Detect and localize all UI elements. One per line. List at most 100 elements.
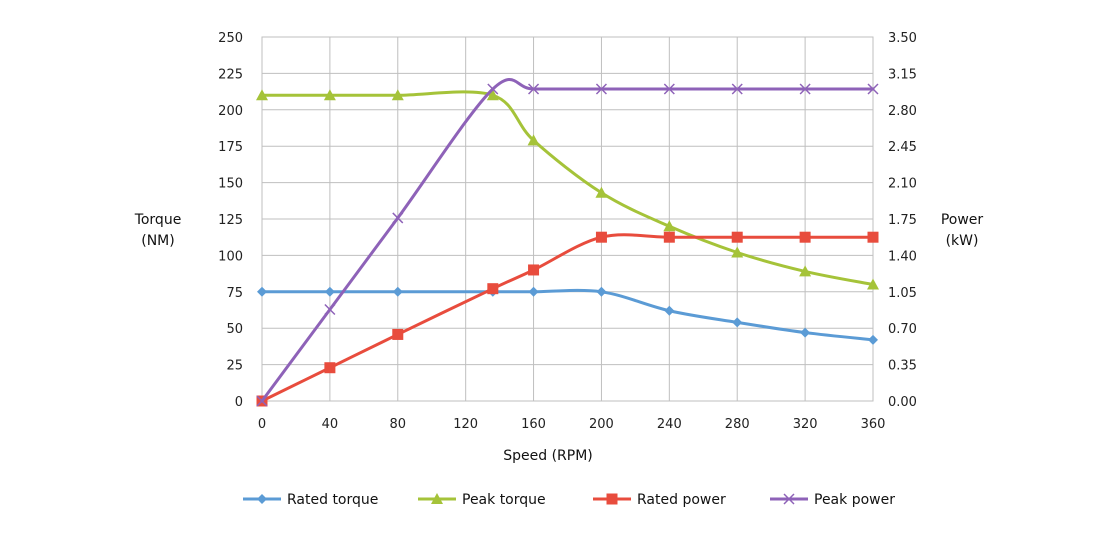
data-point-peak-power: [663, 83, 675, 95]
x-tick-label: 240: [657, 417, 682, 432]
y-right-tick-label: 3.15: [888, 67, 917, 82]
legend: Rated torque Peak torque Rated power Peak p…: [243, 492, 895, 508]
data-point-rated-power: [392, 328, 404, 340]
legend-item-peak-torque: Peak torque: [418, 492, 546, 508]
series-line-peak-power: [260, 77, 875, 403]
legend-item-peak-power: Peak power: [770, 492, 895, 508]
y-right-tick-label: 2.80: [888, 104, 917, 119]
y-left-tick-label: 25: [226, 359, 243, 374]
y-right-tick-label: 1.05: [888, 286, 917, 301]
data-point-rated-torque: [528, 286, 539, 297]
x-tick-label: 360: [861, 417, 886, 432]
right-axis-title-line1: Power: [941, 212, 984, 228]
data-point-rated-power: [324, 362, 336, 374]
legend-label: Peak power: [814, 492, 895, 508]
data-point-peak-torque: [663, 220, 676, 232]
series-rated-torque: [257, 286, 878, 345]
data-point-peak-power: [731, 83, 743, 95]
data-point-peak-torque: [867, 278, 879, 290]
data-point-rated-power: [595, 231, 607, 243]
data-point-peak-torque: [595, 186, 608, 198]
axis-titles: Speed (RPM) Torque (NM) Power (kW): [134, 212, 984, 464]
data-point-peak-power: [595, 83, 607, 95]
grid: [261, 36, 874, 402]
y-left-tick-label: 225: [218, 67, 243, 82]
y-left-tick-label: 125: [218, 213, 243, 228]
right-axis-title-line2: (kW): [946, 233, 979, 249]
data-point-peak-torque: [731, 246, 744, 258]
series-line-peak-torque: [260, 90, 875, 287]
data-point-peak-power: [867, 83, 879, 95]
y-right-tick-label: 0.70: [888, 322, 917, 337]
left-axis-title-line2: (NM): [141, 233, 174, 249]
y-right-tick-label: 3.50: [888, 31, 917, 46]
y-left-tick-label: 100: [218, 249, 243, 264]
series-line-rated-torque: [260, 288, 875, 342]
data-point-rated-torque: [800, 327, 811, 338]
data-point-rated-torque: [732, 317, 743, 328]
data-point-peak-power: [392, 212, 404, 224]
data-point-rated-power: [731, 231, 743, 243]
data-point-rated-torque: [324, 286, 335, 297]
data-point-peak-power: [256, 395, 268, 407]
data-point-peak-torque: [323, 89, 336, 101]
y-left-tick-label: 250: [218, 31, 243, 46]
data-point-peak-power: [528, 83, 540, 95]
data-point-rated-torque: [868, 334, 878, 345]
data-point-peak-power: [487, 83, 499, 95]
y-left-tick-label: 75: [226, 286, 243, 301]
tick-labels: 0 25 50 75 100 125 150 175 200 225 250 0.00 0.35 0.70…: [218, 31, 917, 432]
x-tick-label: 320: [793, 417, 818, 432]
y-right-tick-label: 2.45: [888, 140, 917, 155]
data-point-peak-torque: [486, 89, 499, 101]
x-tick-label: 120: [453, 417, 478, 432]
axes: [261, 36, 874, 402]
y-left-tick-label: 50: [226, 322, 243, 337]
legend-swatch-marker: [431, 493, 443, 504]
x-tick-label: 40: [322, 417, 339, 432]
y-right-tick-label: 0.35: [888, 359, 917, 374]
y-right-tick-label: 0.00: [888, 395, 917, 410]
data-point-peak-power: [799, 83, 811, 95]
data-point-rated-torque: [664, 305, 675, 316]
series-group: [256, 77, 879, 407]
data-point-rated-power: [663, 231, 675, 243]
data-point-peak-torque: [799, 265, 812, 277]
data-point-rated-power: [528, 264, 540, 276]
y-left-tick-label: 0: [235, 395, 243, 410]
data-point-rated-power: [799, 231, 811, 243]
data-point-rated-torque: [257, 286, 267, 297]
data-point-rated-power: [867, 231, 879, 243]
legend-label: Rated torque: [287, 492, 378, 508]
x-tick-label: 160: [521, 417, 546, 432]
legend-swatch-marker: [257, 494, 267, 504]
series-line-rated-power: [260, 233, 875, 403]
data-point-rated-power: [487, 283, 499, 295]
data-point-peak-torque: [527, 134, 540, 146]
legend-label: Rated power: [637, 492, 726, 508]
series-peak-torque: [256, 89, 879, 290]
data-point-peak-power: [324, 303, 336, 316]
legend-swatch-marker: [783, 493, 795, 505]
data-point-rated-torque: [392, 286, 403, 297]
y-right-tick-label: 2.10: [888, 177, 917, 192]
legend-item-rated-power: Rated power: [593, 492, 726, 508]
x-tick-label: 200: [589, 417, 614, 432]
x-tick-label: 80: [390, 417, 407, 432]
x-tick-label: 280: [725, 417, 750, 432]
data-point-rated-torque: [596, 286, 607, 297]
plot-area-border: [261, 36, 874, 402]
y-left-tick-label: 175: [218, 140, 243, 155]
y-right-tick-label: 1.75: [888, 213, 917, 228]
legend-swatch-marker: [606, 493, 618, 505]
legend-label: Peak torque: [462, 492, 546, 508]
data-point-peak-torque: [256, 89, 268, 101]
y-left-tick-label: 150: [218, 177, 243, 192]
legend-item-rated-torque: Rated torque: [243, 492, 378, 508]
x-axis-title: Speed (RPM): [503, 448, 593, 464]
x-tick-label: 0: [258, 417, 266, 432]
y-right-tick-label: 1.40: [888, 249, 917, 264]
y-left-tick-label: 200: [218, 104, 243, 119]
series-rated-power: [256, 231, 879, 407]
